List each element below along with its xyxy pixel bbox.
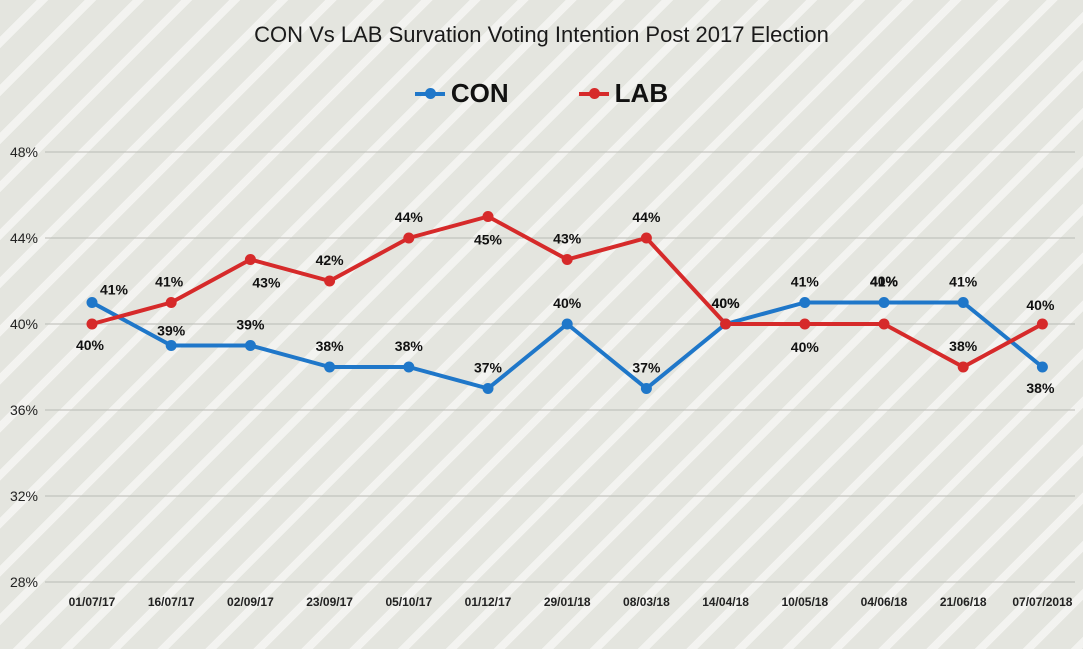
- data-label-con: 38%: [316, 338, 345, 354]
- y-tick-label: 48%: [10, 144, 38, 160]
- data-point-con: [403, 361, 415, 373]
- legend-swatch-con: [414, 87, 445, 99]
- data-label-lab: 40%: [76, 337, 105, 353]
- data-label-con: 41%: [949, 274, 978, 290]
- data-label-con: 38%: [1026, 380, 1055, 396]
- data-point-con: [324, 361, 336, 373]
- legend-item-con: CON: [414, 78, 509, 109]
- data-point-con: [957, 297, 969, 308]
- data-label-lab: 45%: [474, 232, 503, 248]
- data-point-lab: [561, 254, 573, 265]
- data-label-con: 39%: [236, 317, 265, 333]
- x-tick-label: 02/09/17: [227, 595, 274, 609]
- x-tick-label: 04/06/18: [861, 595, 908, 609]
- data-point-con: [1036, 361, 1048, 373]
- x-tick-label: 21/06/18: [940, 595, 987, 609]
- x-tick-label: 01/12/17: [465, 595, 512, 609]
- series-line-con: [91, 300, 1044, 391]
- x-tick-label: 08/03/18: [623, 595, 670, 609]
- data-label-lab: 40%: [870, 273, 899, 289]
- data-point-con: [244, 340, 256, 351]
- data-label-con: 37%: [632, 360, 661, 376]
- data-label-lab: 38%: [949, 338, 978, 354]
- x-tick-label: 05/10/17: [385, 595, 432, 609]
- data-point-con: [799, 297, 811, 308]
- data-point-lab: [957, 361, 969, 373]
- data-point-lab: [878, 318, 890, 330]
- data-label-con: 41%: [791, 274, 820, 290]
- legend-label-con: CON: [450, 78, 509, 108]
- data-label-con: 40%: [712, 295, 741, 311]
- data-label-lab: 44%: [632, 209, 661, 225]
- data-label-con: 39%: [157, 323, 186, 339]
- data-point-lab: [482, 211, 494, 222]
- y-tick-label: 28%: [10, 574, 38, 590]
- data-point-lab: [244, 254, 256, 265]
- data-point-con: [640, 383, 652, 394]
- x-tick-label: 23/09/17: [306, 595, 353, 609]
- chart-title: CON Vs LAB Survation Voting Intention Po…: [254, 22, 829, 47]
- data-point-con: [561, 318, 573, 330]
- y-tick-label: 36%: [10, 402, 38, 418]
- data-point-con: [86, 297, 98, 308]
- data-label-lab: 44%: [395, 209, 424, 225]
- x-tick-label: 01/07/17: [69, 595, 116, 609]
- data-point-con: [165, 340, 177, 351]
- x-tick-label: 14/04/18: [702, 595, 749, 609]
- data-label-lab: 42%: [316, 252, 345, 268]
- data-point-lab: [640, 232, 652, 244]
- legend-item-lab: LAB: [578, 78, 669, 109]
- legend-label-lab: LAB: [614, 78, 669, 108]
- y-tick-label: 44%: [10, 230, 38, 246]
- data-label-lab: 40%: [712, 295, 741, 311]
- data-label-lab: 40%: [1026, 297, 1055, 313]
- data-label-con: 40%: [553, 295, 582, 311]
- data-point-con: [482, 383, 494, 394]
- y-tick-label: 40%: [10, 316, 38, 332]
- data-label-lab: 43%: [553, 231, 582, 247]
- data-label-lab: 41%: [155, 274, 184, 290]
- data-label-lab: 43%: [252, 275, 281, 291]
- data-point-lab: [86, 318, 98, 330]
- data-point-lab: [1036, 318, 1048, 330]
- x-tick-label: 29/01/18: [544, 595, 591, 609]
- data-label-con: 41%: [870, 274, 899, 290]
- data-point-lab: [799, 318, 811, 330]
- data-point-con: [878, 297, 890, 308]
- data-point-lab: [403, 232, 415, 244]
- data-point-lab: [720, 318, 732, 330]
- data-point-lab: [324, 275, 336, 287]
- data-label-lab: 40%: [791, 339, 820, 355]
- data-label-con: 41%: [100, 282, 129, 298]
- x-tick-label: 10/05/18: [781, 595, 828, 609]
- legend: CON LAB: [0, 78, 1083, 109]
- x-tick-label: 07/07/2018: [1012, 595, 1072, 609]
- data-label-con: 38%: [395, 338, 424, 354]
- legend-swatch-lab: [578, 87, 609, 99]
- x-tick-label: 16/07/17: [148, 595, 195, 609]
- y-tick-label: 32%: [10, 488, 38, 504]
- data-label-con: 37%: [474, 360, 503, 376]
- data-point-lab: [165, 297, 177, 308]
